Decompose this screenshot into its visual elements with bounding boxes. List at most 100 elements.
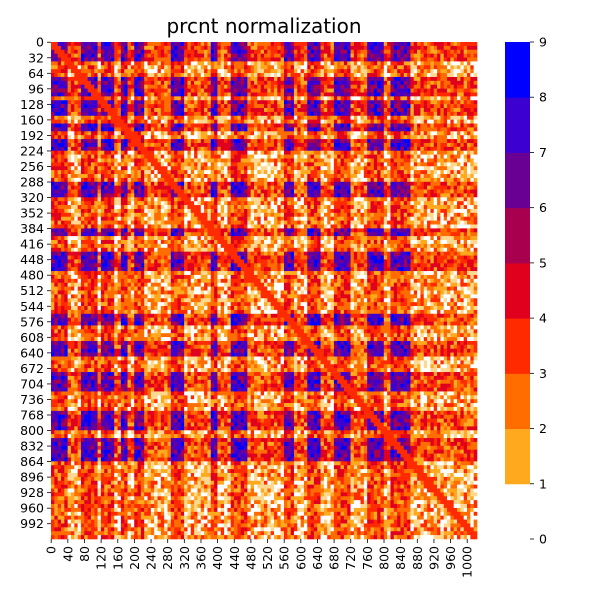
heatmap-cell	[167, 170, 171, 174]
heatmap-cell	[351, 174, 355, 178]
heatmap-cell	[201, 120, 205, 124]
heatmap-cell	[54, 178, 58, 182]
heatmap-cell	[181, 162, 185, 166]
heatmap-cell	[138, 46, 142, 50]
heatmap-cell	[114, 112, 118, 116]
heatmap-cell	[254, 155, 258, 159]
heatmap-cell	[211, 85, 215, 89]
heatmap-cell	[58, 65, 62, 69]
heatmap-cell	[201, 108, 205, 112]
heatmap-cell	[148, 186, 152, 190]
heatmap-cell	[231, 61, 235, 65]
heatmap-cell	[297, 112, 301, 116]
heatmap-cell	[108, 151, 112, 155]
heatmap-cell	[287, 158, 291, 162]
heatmap-cell	[447, 158, 451, 162]
heatmap-cell	[227, 108, 231, 112]
heatmap-cell	[94, 158, 98, 162]
heatmap-cell	[54, 77, 58, 81]
heatmap-cell	[354, 116, 358, 120]
heatmap-cell	[68, 50, 72, 54]
heatmap-cell	[470, 166, 474, 170]
heatmap-cell	[400, 162, 404, 166]
heatmap-cell	[464, 170, 468, 174]
heatmap-cell	[450, 54, 454, 58]
heatmap-cell	[88, 85, 92, 89]
heatmap-cell	[231, 155, 235, 159]
heatmap-cell	[394, 135, 398, 139]
heatmap-cell	[68, 61, 72, 65]
heatmap-cell	[314, 46, 318, 50]
heatmap-cell	[427, 96, 431, 100]
heatmap-cell	[361, 85, 365, 89]
heatmap-cell	[201, 81, 205, 85]
heatmap-cell	[171, 73, 175, 77]
heatmap-cell	[131, 54, 135, 58]
heatmap-cell	[211, 104, 215, 108]
heatmap-cell	[307, 112, 311, 116]
heatmap-cell	[271, 143, 275, 147]
heatmap-cell	[354, 61, 358, 65]
heatmap-cell	[161, 104, 165, 108]
heatmap-cell	[221, 77, 225, 81]
heatmap-cell	[254, 124, 258, 128]
heatmap-cell	[58, 92, 62, 96]
heatmap-cell	[114, 162, 118, 166]
heatmap-cell	[84, 139, 88, 143]
heatmap-cell	[361, 143, 365, 147]
heatmap-cell	[251, 50, 255, 54]
heatmap-cell	[414, 186, 418, 190]
heatmap-cell	[474, 147, 478, 151]
heatmap-cell	[434, 158, 438, 162]
heatmap-cell	[450, 131, 454, 135]
heatmap-cell	[221, 178, 225, 182]
heatmap-cell	[331, 186, 335, 190]
heatmap-cell	[334, 96, 338, 100]
heatmap-cell	[424, 61, 428, 65]
heatmap-cell	[94, 151, 98, 155]
heatmap-cell	[291, 116, 295, 120]
heatmap-cell	[174, 186, 178, 190]
heatmap-cell	[128, 143, 132, 147]
heatmap-cell	[134, 69, 138, 73]
heatmap-cell	[457, 131, 461, 135]
heatmap-cell	[317, 81, 321, 85]
heatmap-cell	[367, 135, 371, 139]
heatmap-cell	[164, 186, 168, 190]
heatmap-cell	[414, 135, 418, 139]
heatmap-cell	[251, 54, 255, 58]
heatmap-cell	[211, 120, 215, 124]
heatmap-cell	[284, 158, 288, 162]
heatmap-cell	[94, 120, 98, 124]
heatmap-cell	[124, 104, 128, 108]
heatmap-cell	[464, 42, 468, 46]
heatmap-cell	[241, 46, 245, 50]
heatmap-cell	[71, 54, 75, 58]
heatmap-cell	[91, 131, 95, 135]
heatmap-cell	[357, 151, 361, 155]
heatmap-cell	[78, 54, 82, 58]
heatmap-cell	[341, 73, 345, 77]
heatmap-cell	[364, 190, 368, 194]
heatmap-cell	[354, 77, 358, 81]
heatmap-cell	[334, 77, 338, 81]
heatmap-cell	[430, 108, 434, 112]
heatmap-cell	[301, 61, 305, 65]
heatmap-cell	[454, 124, 458, 128]
heatmap-cell	[430, 116, 434, 120]
heatmap-cell	[344, 46, 348, 50]
heatmap-cell	[424, 54, 428, 58]
heatmap-cell	[88, 108, 92, 112]
heatmap-cell	[138, 170, 142, 174]
heatmap-cell	[281, 147, 285, 151]
heatmap-cell	[474, 166, 478, 170]
heatmap-cell	[174, 135, 178, 139]
heatmap-cell	[54, 174, 58, 178]
heatmap-cell	[474, 81, 478, 85]
heatmap-cell	[417, 42, 421, 46]
heatmap-cell	[128, 135, 132, 139]
heatmap-cell	[267, 85, 271, 89]
heatmap-cell	[464, 50, 468, 54]
heatmap-cell	[244, 120, 248, 124]
heatmap-cell	[294, 131, 298, 135]
